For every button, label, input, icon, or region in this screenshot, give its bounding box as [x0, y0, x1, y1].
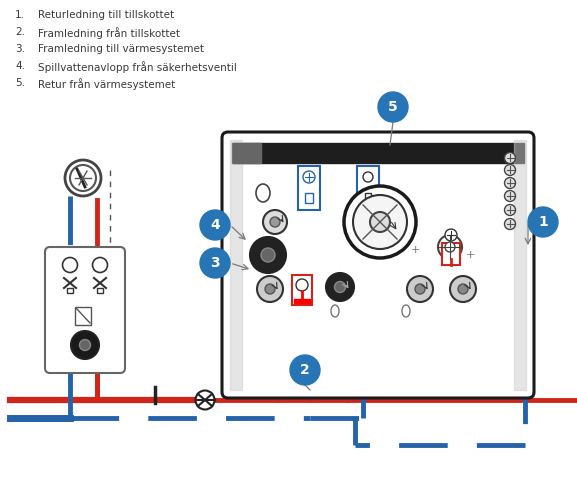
Circle shape: [303, 171, 315, 183]
Bar: [230, 140, 242, 390]
Circle shape: [261, 248, 275, 262]
Circle shape: [270, 217, 280, 227]
Circle shape: [196, 391, 215, 410]
Bar: [514, 140, 526, 390]
Bar: [298, 166, 320, 210]
Text: Retur från värmesystemet: Retur från värmesystemet: [38, 78, 175, 90]
Circle shape: [438, 235, 462, 259]
Circle shape: [415, 284, 425, 294]
Bar: [75, 307, 91, 325]
Bar: [357, 166, 379, 210]
Text: +: +: [410, 245, 419, 255]
Circle shape: [363, 172, 373, 182]
Text: +: +: [465, 250, 475, 260]
Circle shape: [450, 276, 476, 302]
Circle shape: [65, 160, 101, 196]
Circle shape: [335, 281, 346, 293]
Ellipse shape: [331, 305, 339, 317]
Bar: [97, 288, 103, 293]
Ellipse shape: [402, 305, 410, 317]
Circle shape: [445, 229, 457, 241]
Circle shape: [250, 237, 286, 273]
Circle shape: [445, 242, 455, 252]
Circle shape: [504, 204, 515, 216]
Text: 5.: 5.: [15, 78, 25, 88]
Circle shape: [353, 195, 407, 249]
Text: 4: 4: [210, 218, 220, 232]
Circle shape: [528, 207, 558, 237]
Circle shape: [80, 340, 91, 350]
Circle shape: [62, 258, 77, 272]
Text: 2.: 2.: [15, 27, 25, 37]
FancyBboxPatch shape: [222, 132, 534, 398]
Bar: [305, 193, 313, 203]
Bar: [365, 193, 371, 202]
Circle shape: [344, 186, 416, 258]
Circle shape: [407, 276, 433, 302]
Text: Spillvattenavlopp från säkerhetsventil: Spillvattenavlopp från säkerhetsventil: [38, 61, 237, 73]
Circle shape: [504, 177, 515, 189]
Circle shape: [504, 219, 515, 229]
Bar: [442, 243, 460, 265]
Circle shape: [200, 248, 230, 278]
Circle shape: [326, 273, 354, 301]
Text: Framledning från tillskottet: Framledning från tillskottet: [38, 27, 180, 39]
Text: Framledning till värmesystemet: Framledning till värmesystemet: [38, 44, 204, 54]
Circle shape: [370, 212, 390, 232]
Circle shape: [290, 355, 320, 385]
Text: 1.: 1.: [15, 10, 25, 20]
Circle shape: [71, 331, 99, 359]
Text: 3: 3: [210, 256, 220, 270]
Text: 2: 2: [300, 363, 310, 377]
Ellipse shape: [256, 184, 270, 202]
Text: 4.: 4.: [15, 61, 25, 71]
Bar: [233, 143, 261, 163]
Circle shape: [378, 92, 408, 122]
Circle shape: [458, 284, 468, 294]
Circle shape: [296, 279, 308, 291]
Text: 1: 1: [538, 215, 548, 229]
Circle shape: [265, 284, 275, 294]
Text: Returledning till tillskottet: Returledning till tillskottet: [38, 10, 174, 20]
Bar: [232, 143, 524, 163]
Circle shape: [504, 191, 515, 201]
Text: 3.: 3.: [15, 44, 25, 54]
Bar: [67, 288, 73, 293]
Circle shape: [263, 210, 287, 234]
Circle shape: [257, 276, 283, 302]
Circle shape: [504, 165, 515, 175]
Circle shape: [504, 152, 515, 164]
Bar: [294, 299, 310, 303]
Circle shape: [200, 210, 230, 240]
Circle shape: [92, 258, 107, 272]
Bar: [292, 275, 312, 305]
Circle shape: [70, 165, 96, 191]
FancyBboxPatch shape: [45, 247, 125, 373]
Text: 5: 5: [388, 100, 398, 114]
